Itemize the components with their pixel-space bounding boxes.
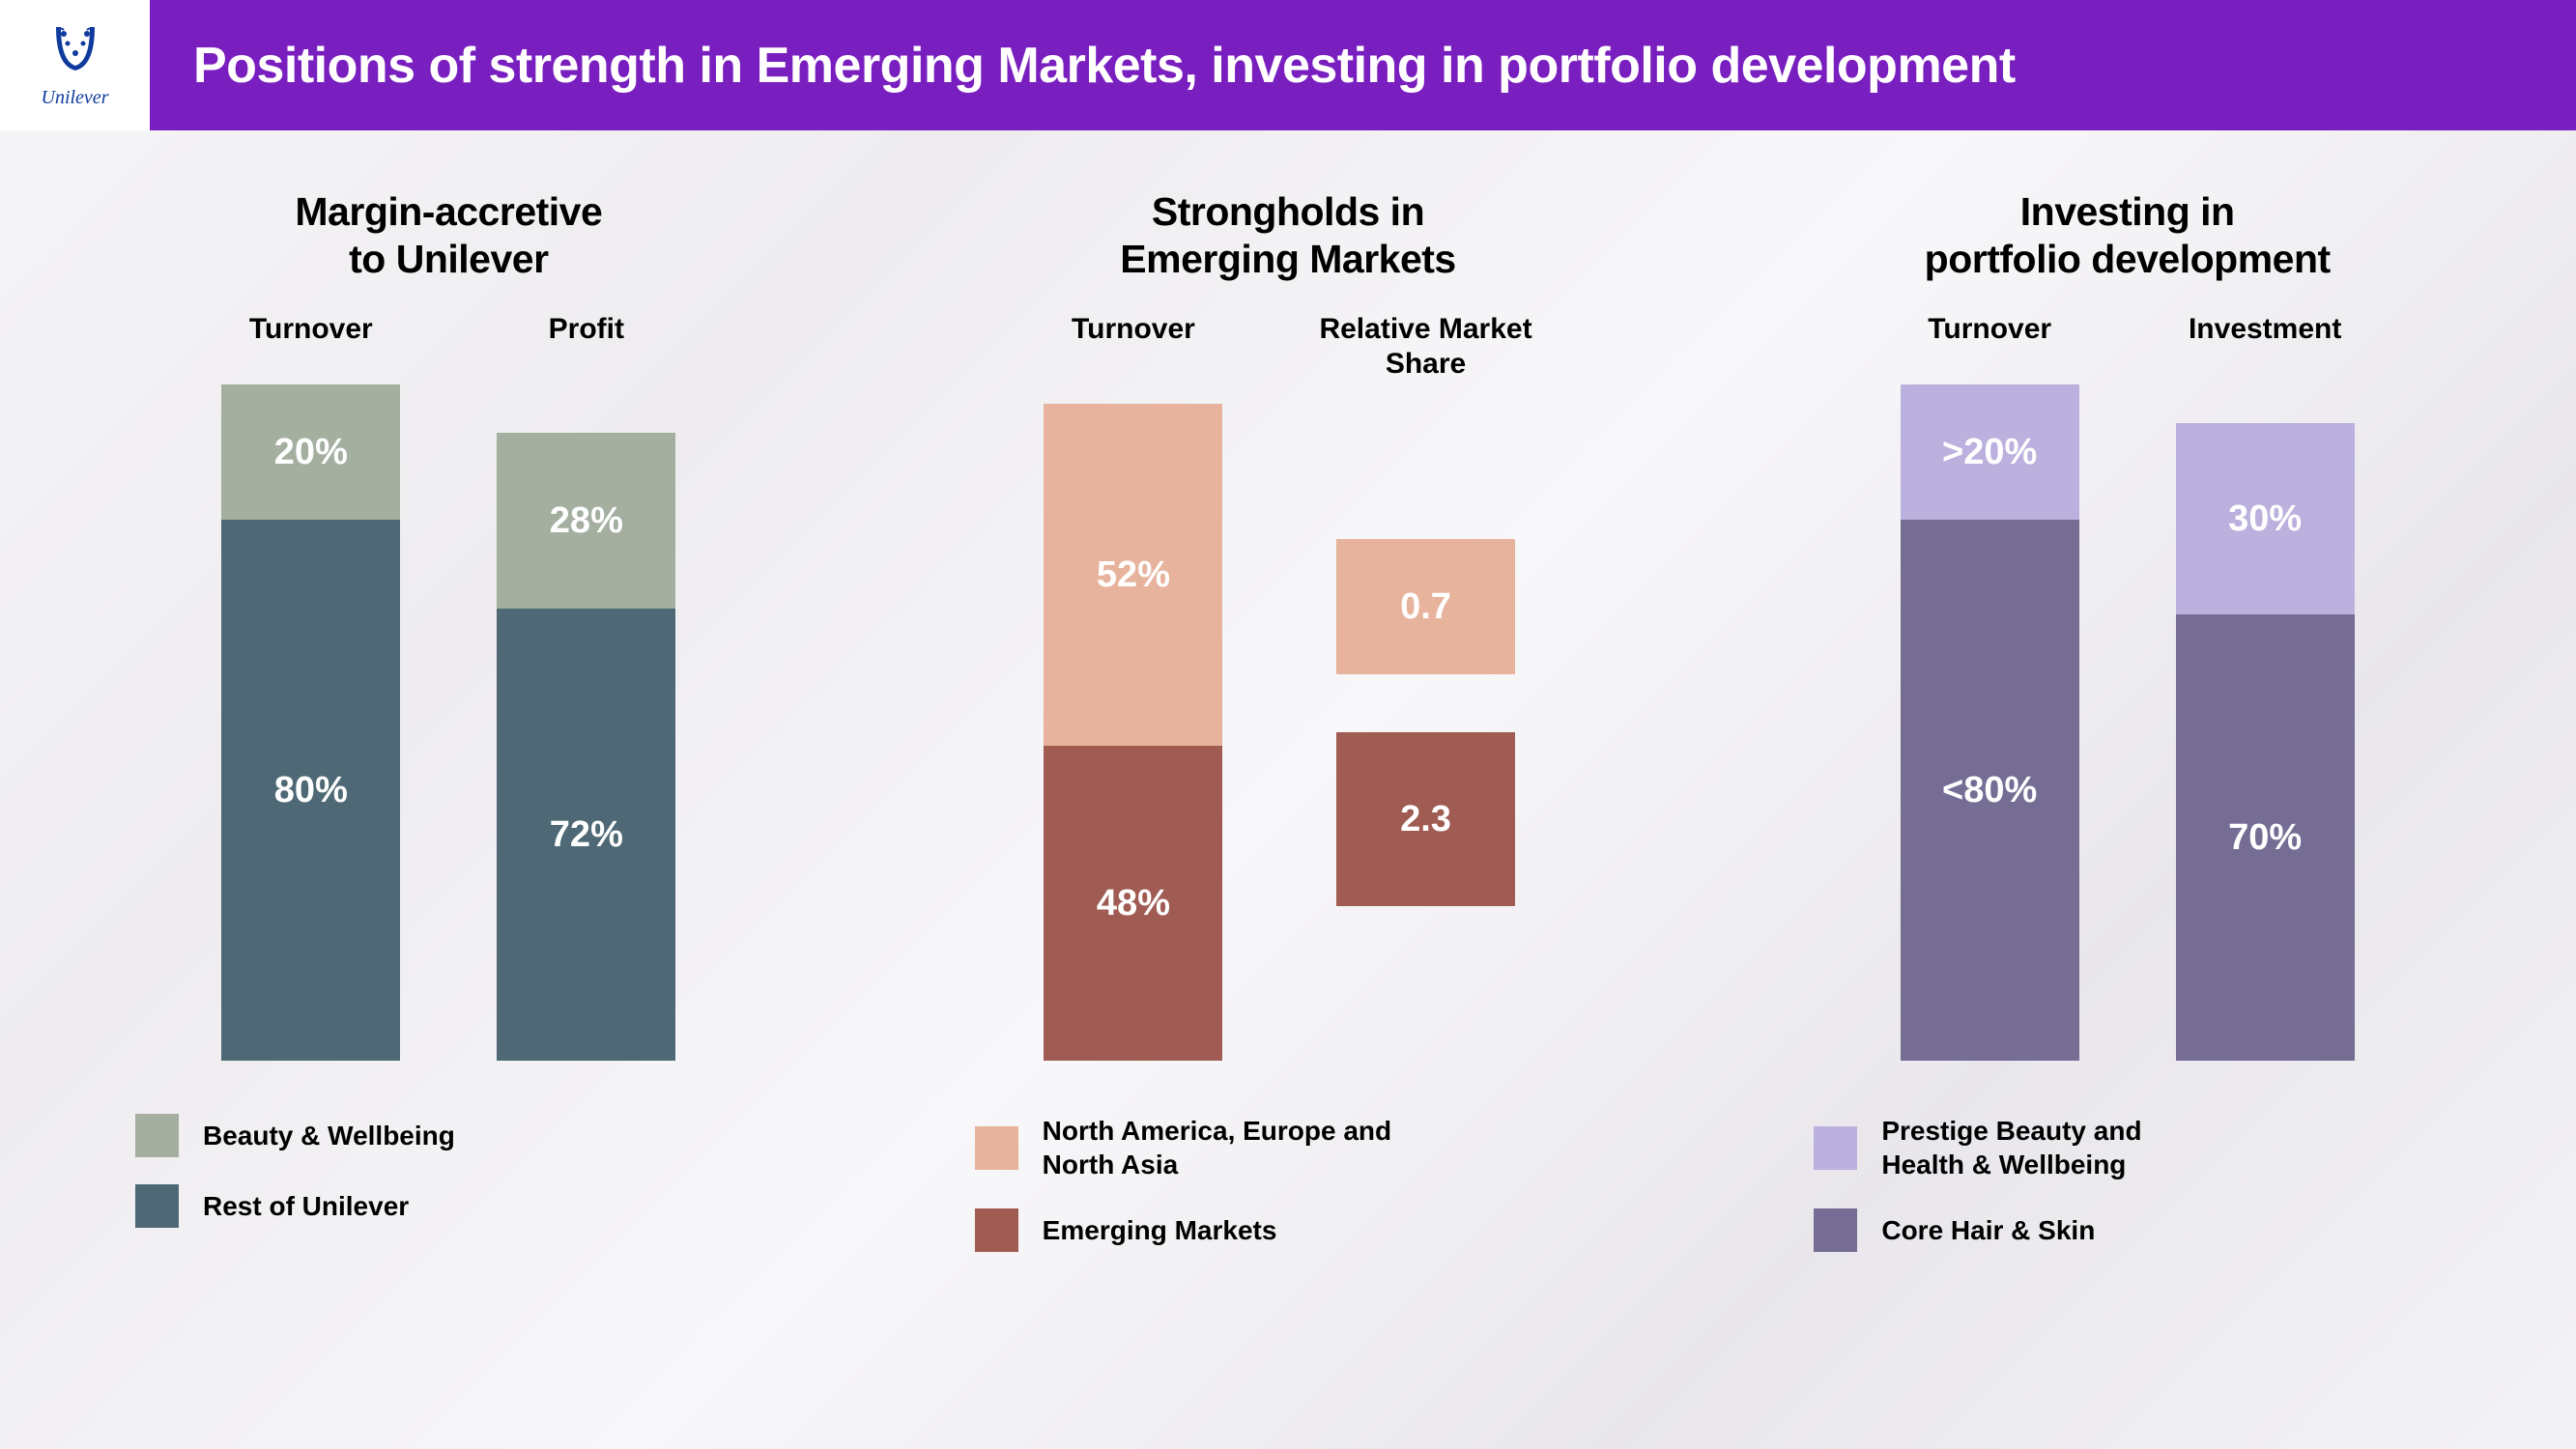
chart-label: Profit: [549, 312, 624, 384]
panel-title-line1: Investing in: [2020, 189, 2235, 234]
legend-label: Rest of Unilever: [203, 1189, 409, 1223]
legend-item: Core Hair & Skin: [1814, 1208, 2141, 1252]
stacked-bar: 28%72%: [497, 384, 675, 1061]
legend: Prestige Beauty andHealth & Wellbeing Cor…: [1814, 1114, 2141, 1252]
rms-block: 0.7: [1336, 539, 1515, 674]
panel-title: Investing inportfolio development: [1925, 188, 2331, 283]
slide-header: Unilever Positions of strength in Emergi…: [0, 0, 2576, 130]
legend: North America, Europe andNorth Asia Emerg…: [975, 1114, 1391, 1252]
charts-row: Turnover20%80%Profit28%72%: [221, 312, 675, 1065]
bar-segment: 30%: [2176, 423, 2355, 614]
chart-column: Turnover20%80%: [221, 312, 400, 1065]
unilever-u-icon: [46, 22, 104, 85]
charts-row: Turnover52%48%Relative MarketShare0.72.3: [1044, 312, 1531, 1065]
legend: Beauty & Wellbeing Rest of Unilever: [135, 1114, 455, 1228]
bar-segment: 72%: [497, 609, 675, 1061]
slide-title: Positions of strength in Emerging Market…: [193, 37, 2016, 95]
panel-title-line2: portfolio development: [1925, 237, 2331, 281]
panel-title-line1: Margin-accretive: [295, 189, 602, 234]
legend-item: Prestige Beauty andHealth & Wellbeing: [1814, 1114, 2141, 1181]
legend-swatch: [975, 1126, 1018, 1170]
chart-label: Relative MarketShare: [1319, 312, 1531, 384]
panel-title: Margin-accretiveto Unilever: [295, 188, 602, 283]
chart-column: Turnover52%48%: [1044, 312, 1222, 1065]
stacked-bar: >20%<80%: [1901, 384, 2079, 1061]
chart-label: Turnover: [1928, 312, 2051, 384]
slide-content: Margin-accretiveto UnileverTurnover20%80…: [0, 130, 2576, 1449]
bar-segment: 48%: [1044, 746, 1222, 1061]
chart-column: Profit28%72%: [497, 312, 675, 1065]
panel-title: Strongholds inEmerging Markets: [1120, 188, 1455, 283]
bar-segment: 80%: [221, 520, 400, 1061]
legend-label: Prestige Beauty andHealth & Wellbeing: [1881, 1114, 2141, 1181]
legend-label: Emerging Markets: [1043, 1213, 1277, 1247]
bar-segment: 20%: [221, 384, 400, 520]
legend-swatch: [1814, 1208, 1857, 1252]
bar-segment: <80%: [1901, 520, 2079, 1061]
legend-swatch: [135, 1114, 179, 1157]
bar-segment: >20%: [1901, 384, 2079, 520]
bar-segment: 70%: [2176, 614, 2355, 1061]
bar-segment: 28%: [497, 433, 675, 609]
panel-title-line1: Strongholds in: [1152, 189, 1424, 234]
panel-1: Strongholds inEmerging MarketsTurnover52…: [888, 188, 1689, 1420]
panel-title-line2: to Unilever: [349, 237, 548, 281]
chart-label: Turnover: [249, 312, 373, 384]
chart-column: Relative MarketShare0.72.3: [1319, 312, 1531, 1065]
title-bar: Positions of strength in Emerging Market…: [150, 0, 2576, 130]
legend-label: Core Hair & Skin: [1881, 1213, 2095, 1247]
stacked-bar: 20%80%: [221, 384, 400, 1061]
legend-swatch: [1814, 1126, 1857, 1170]
legend-swatch: [135, 1184, 179, 1228]
legend-item: Emerging Markets: [975, 1208, 1391, 1252]
legend-swatch: [975, 1208, 1018, 1252]
stacked-bar: 52%48%: [1044, 384, 1222, 1061]
chart-label: Turnover: [1072, 312, 1195, 384]
rms-block: 2.3: [1336, 732, 1515, 906]
bar-segment: 52%: [1044, 404, 1222, 746]
legend-label: Beauty & Wellbeing: [203, 1119, 455, 1152]
panel-2: Investing inportfolio development Turnove…: [1727, 188, 2528, 1420]
panel-title-line2: Emerging Markets: [1120, 237, 1455, 281]
chart-column: Investment30%70%: [2176, 312, 2355, 1065]
company-logo: Unilever: [0, 0, 150, 130]
legend-label: North America, Europe andNorth Asia: [1043, 1114, 1391, 1181]
chart-column: Turnover>20%<80%: [1901, 312, 2079, 1065]
company-name: Unilever: [42, 87, 109, 109]
charts-row: Turnover>20%<80%Investment30%70%: [1901, 312, 2355, 1065]
legend-item: North America, Europe andNorth Asia: [975, 1114, 1391, 1181]
legend-item: Rest of Unilever: [135, 1184, 455, 1228]
panel-0: Margin-accretiveto Unilever Turnover20%80…: [48, 188, 849, 1420]
stacked-bar: 30%70%: [2176, 384, 2355, 1061]
legend-item: Beauty & Wellbeing: [135, 1114, 455, 1157]
rms-blocks: 0.72.3: [1336, 384, 1515, 1061]
chart-label: Investment: [2189, 312, 2341, 384]
